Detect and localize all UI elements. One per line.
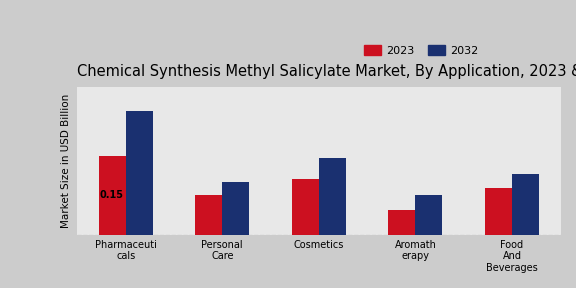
- Bar: [388, 210, 415, 235]
- Bar: [126, 111, 153, 235]
- Y-axis label: Market Size in USD Billion: Market Size in USD Billion: [61, 94, 71, 228]
- Bar: [222, 182, 249, 235]
- Bar: [485, 188, 512, 235]
- Text: 0.15: 0.15: [99, 190, 123, 200]
- Bar: [415, 195, 442, 235]
- Bar: [319, 158, 346, 235]
- Bar: [292, 179, 319, 235]
- Legend: 2023, 2032: 2023, 2032: [359, 41, 483, 60]
- Bar: [98, 156, 126, 235]
- Text: Chemical Synthesis Methyl Salicylate Market, By Application, 2023 & 2032: Chemical Synthesis Methyl Salicylate Mar…: [77, 64, 576, 79]
- Bar: [512, 174, 539, 235]
- Bar: [195, 195, 222, 235]
